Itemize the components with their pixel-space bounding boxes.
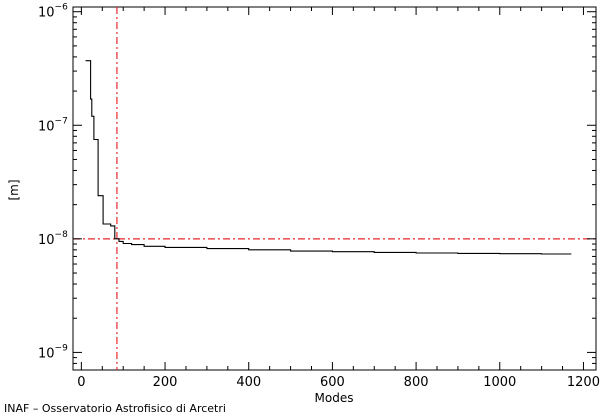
x-tick-label: 800 (404, 375, 429, 390)
y-tick-label: 10−9 (38, 343, 68, 361)
y-axis-label: [m] (7, 179, 21, 200)
x-tick-label: 1000 (483, 375, 516, 390)
x-tick-label: 1200 (567, 375, 600, 390)
y-tick-label: 10−7 (38, 116, 68, 134)
plot-frame (72, 6, 597, 371)
x-axis-label: Modes (315, 391, 354, 405)
x-tick-label: 600 (320, 375, 345, 390)
x-tick-label: 200 (153, 375, 178, 390)
x-tick-label: 400 (236, 375, 261, 390)
y-tick-label: 10−8 (38, 230, 68, 248)
series-line (85, 60, 572, 255)
credit-text: INAF – Osservatorio Astrofisico di Arcet… (4, 402, 226, 415)
y-tick-label: 10−6 (38, 3, 68, 21)
x-tick-label: 0 (77, 375, 85, 390)
